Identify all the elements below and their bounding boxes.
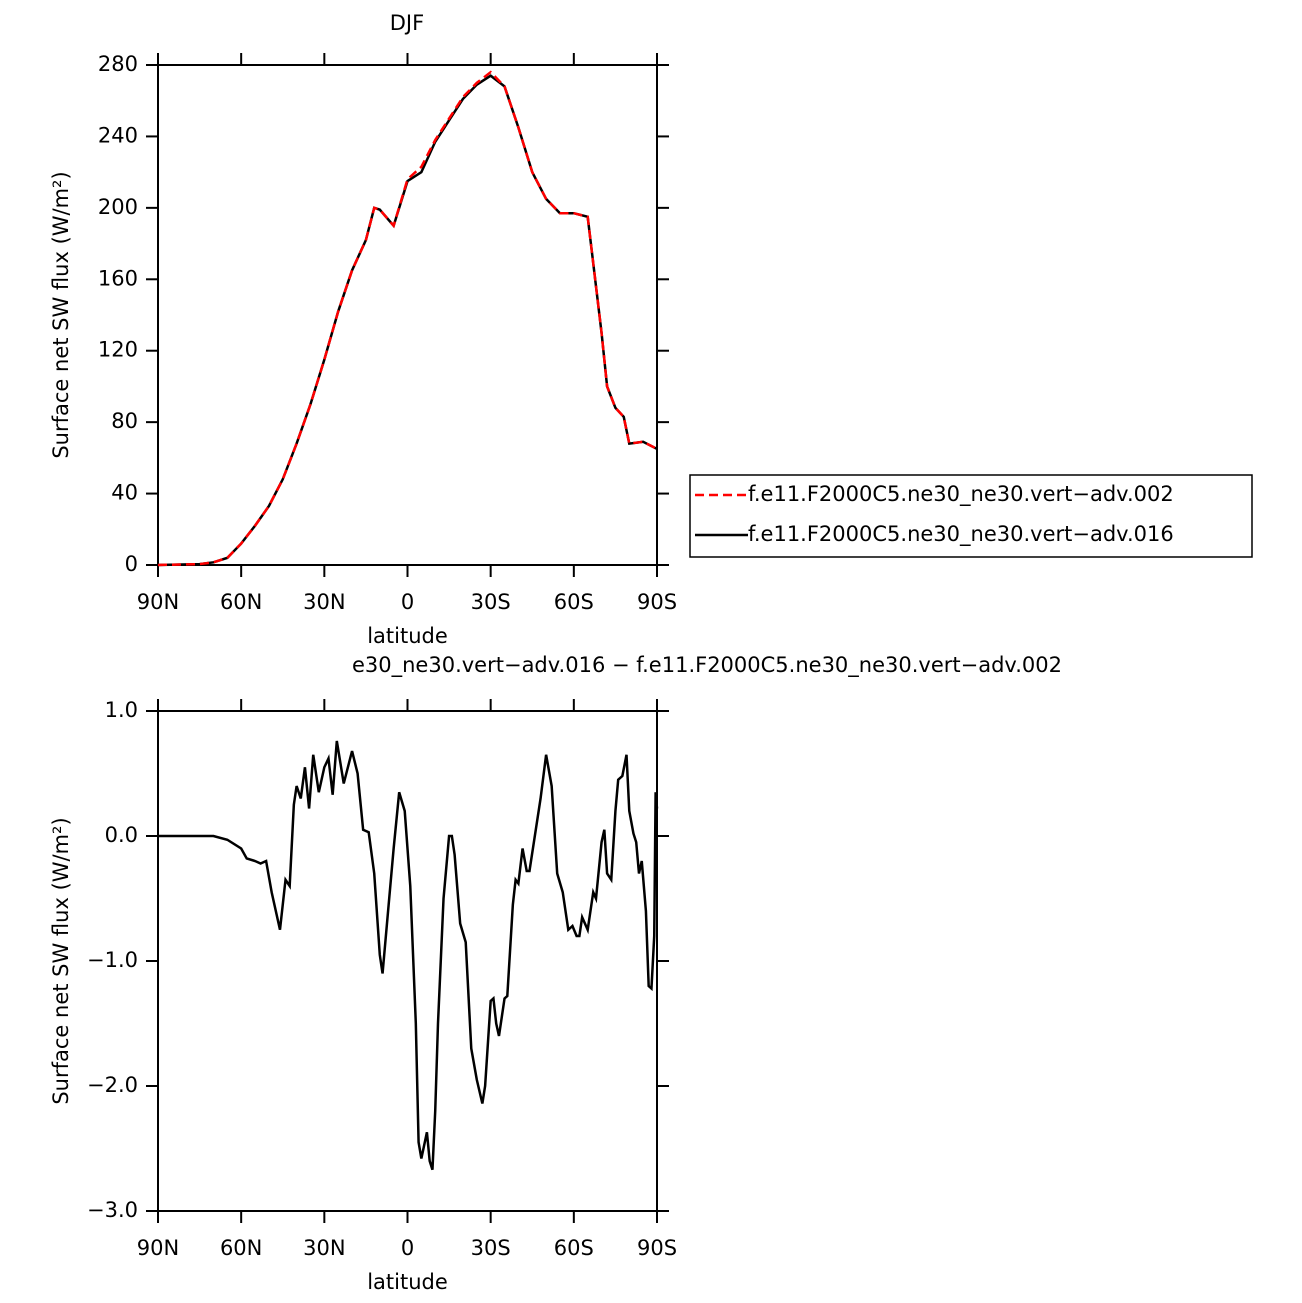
x-tick-label: 60N [220,590,262,614]
legend-box [689,474,1253,558]
x-tick-label: 90S [637,590,677,614]
y-tick-label: 280 [98,52,138,76]
x-tick-label: 90N [137,1236,179,1260]
y-tick-label: 1.0 [105,698,138,722]
x-tick-label: 0 [401,590,414,614]
x-tick-label: 30N [303,1236,345,1260]
y-tick-label: 120 [98,338,138,362]
chart-title: DJF [390,11,424,35]
y-tick-label: −3.0 [87,1198,138,1222]
y-tick-label: 80 [111,409,138,433]
y-tick-label: −2.0 [87,1073,138,1097]
y-tick-label: 160 [98,266,138,290]
data-line [157,74,658,567]
x-tick-label: 30N [303,590,345,614]
x-tick-label: 60S [554,590,594,614]
x-tick-label: 60N [220,1236,262,1260]
y-tick-label: −1.0 [87,948,138,972]
x-tick-label: 90S [637,1236,677,1260]
y-tick-label: 0.0 [105,823,138,847]
x-tick-label: 0 [401,1236,414,1260]
y-tick-label: 0 [125,552,138,576]
y-axis-label: Surface net SW flux (W/m²) [49,817,73,1104]
y-tick-label: 200 [98,195,138,219]
y-tick-label: 240 [98,123,138,147]
x-tick-label: 90N [137,590,179,614]
x-tick-label: 30S [471,590,511,614]
chart-title: e30_ne30.vert−adv.016 − f.e11.F2000C5.ne… [352,653,1062,678]
x-tick-label: 60S [554,1236,594,1260]
x-axis-label: latitude [367,624,448,648]
x-tick-label: 30S [471,1236,511,1260]
plot-frame [157,64,658,566]
y-tick-label: 40 [111,481,138,505]
data-line [157,70,658,567]
data-line [158,740,659,1171]
x-axis-label: latitude [367,1270,448,1294]
legend-label: f.e11.F2000C5.ne30_ne30.vert−adv.016 [748,522,1174,547]
y-axis-label: Surface net SW flux (W/m²) [49,171,73,458]
plot-frame [157,710,658,1212]
legend-label: f.e11.F2000C5.ne30_ne30.vert−adv.002 [748,482,1174,507]
